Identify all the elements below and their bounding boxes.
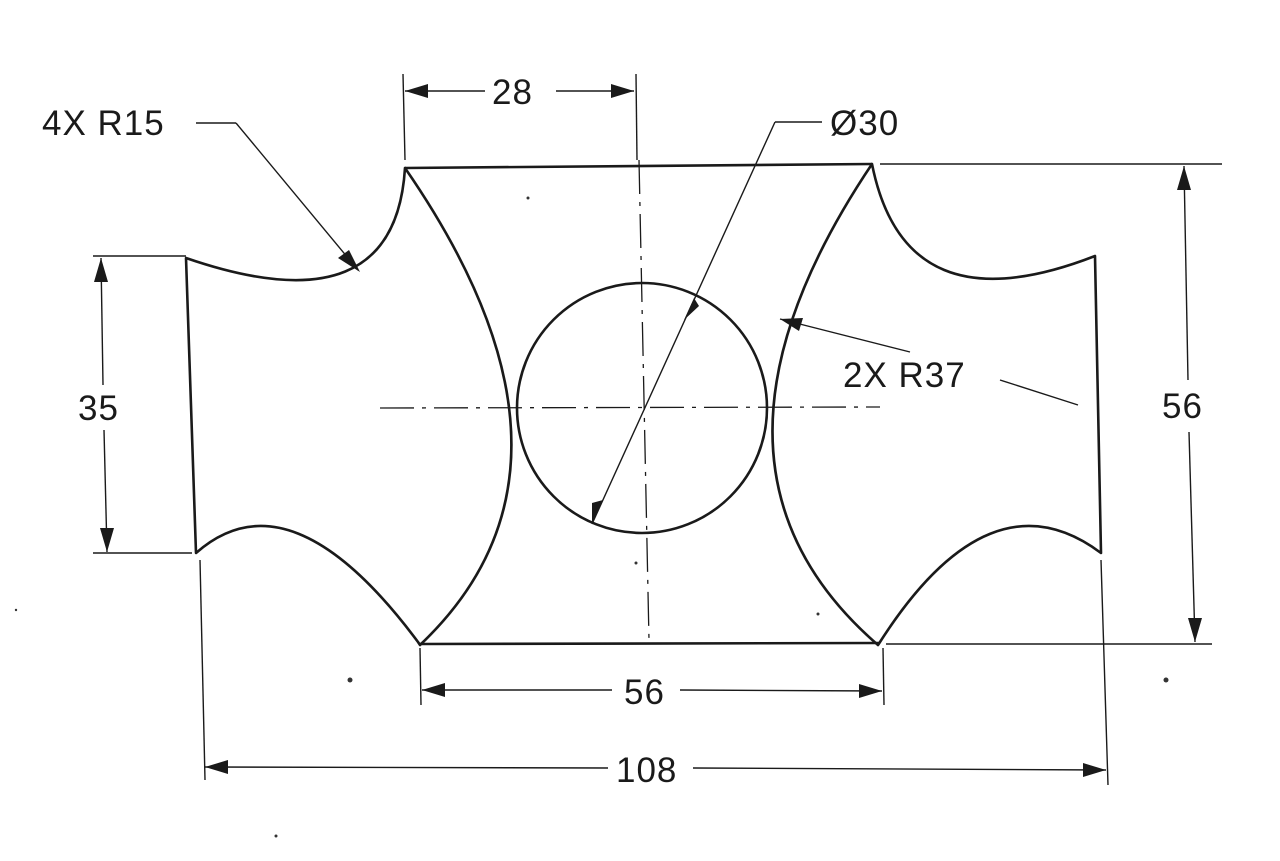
dim-diameter: Ø30	[591, 104, 899, 525]
dim-left-35-label: 35	[78, 389, 119, 428]
dim-bottom-108: 108	[204, 751, 1107, 790]
left-lobe-outline	[184, 166, 513, 647]
extension-lines	[93, 73, 1222, 786]
horizontal-center-line	[379, 406, 881, 409]
dim-top-28-label: 28	[492, 73, 533, 112]
dim-arc-radius: 2X R37	[779, 318, 1079, 406]
dim-corner-radius-label: 4X R15	[42, 104, 165, 143]
right-lobe-outline	[771, 162, 1103, 647]
dim-corner-radius: 4X R15	[42, 104, 360, 272]
dim-top-28: 28	[405, 73, 634, 112]
scan-specks	[14, 196, 1169, 838]
dim-right-56-label: 56	[1162, 387, 1203, 426]
dim-right-56: 56	[1162, 165, 1203, 643]
dim-bottom-56-label: 56	[624, 673, 665, 712]
bottom-edge	[419, 641, 881, 646]
center-lines	[379, 159, 881, 641]
vertical-center-line	[638, 159, 650, 641]
dim-diameter-label: Ø30	[830, 104, 899, 143]
dim-arc-radius-label: 2X R37	[843, 356, 966, 395]
dim-bottom-108-label: 108	[616, 751, 677, 790]
dim-bottom-56: 56	[422, 673, 883, 712]
dim-left-35: 35	[78, 257, 119, 553]
